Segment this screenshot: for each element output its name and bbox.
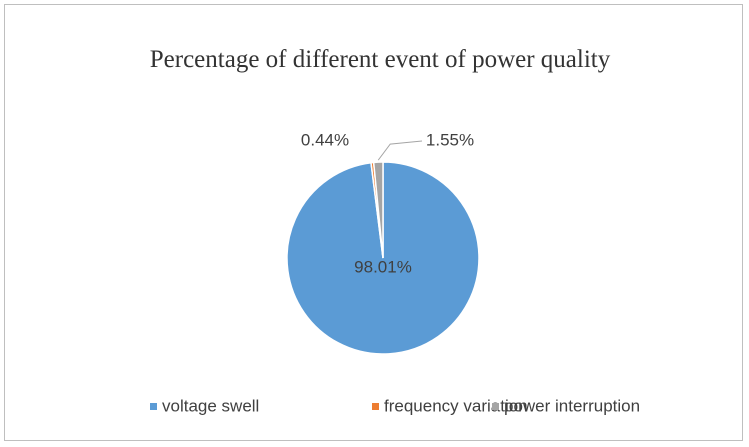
legend-swatch <box>372 403 379 410</box>
chart-frame <box>4 4 743 441</box>
legend-label: power interruption <box>504 396 640 415</box>
legend-label: voltage swell <box>162 396 259 415</box>
data-label: 1.55% <box>426 130 474 149</box>
data-label: 0.44% <box>301 130 349 149</box>
legend-swatch <box>150 403 157 410</box>
legend-swatch <box>492 403 499 410</box>
leader-line <box>377 140 423 161</box>
pie-slice <box>372 161 384 259</box>
legend-label: frequency variation <box>384 396 528 415</box>
chart-title: Percentage of different event of power q… <box>149 46 611 73</box>
data-label: 98.01% <box>354 257 412 276</box>
